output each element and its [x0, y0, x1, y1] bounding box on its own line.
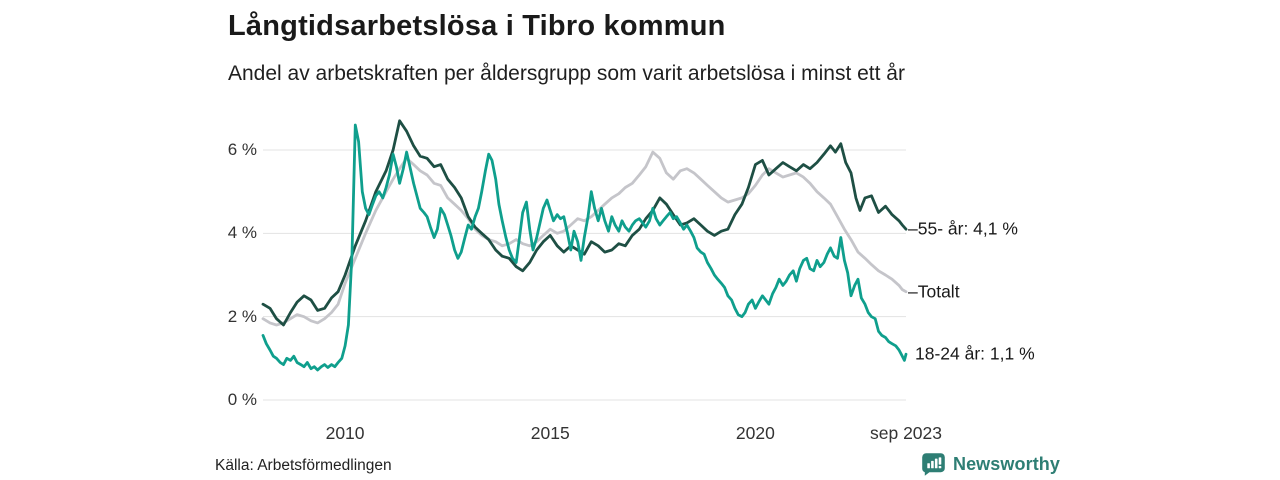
brand-name: Newsworthy [952, 453, 1060, 474]
series-line-55-r [261, 119, 908, 327]
chart-subtitle: Andel av arbetskraften per åldersgrupp s… [228, 62, 905, 85]
gridlines [263, 149, 906, 401]
brand-lockup: Newsworthy [921, 452, 1060, 476]
x-tick-label: 2010 [325, 423, 365, 443]
series-line-18-24-r [261, 123, 908, 372]
source-note: Källa: Arbetsförmedlingen [215, 457, 392, 474]
series-label-18-24-r: 18-24 år: 1,1 % [915, 343, 1035, 364]
y-tick-label: 6 % [227, 139, 257, 159]
x-tick-label: sep 2023 [869, 423, 943, 443]
newsworthy-logo-icon [921, 452, 946, 476]
y-tick-label: 4 % [227, 223, 257, 243]
y-tick-label: 2 % [227, 306, 257, 326]
series-lines [261, 119, 908, 372]
x-tick-label: 2015 [530, 423, 570, 443]
x-tick-label: 2020 [735, 423, 775, 443]
series-label-55-r: –55- år: 4,1 % [908, 218, 1018, 239]
y-tick-label: 0 % [227, 390, 257, 409]
page-title: Långtidsarbetslösa i Tibro kommun [228, 10, 726, 42]
series-label-totalt: –Totalt [908, 281, 960, 302]
